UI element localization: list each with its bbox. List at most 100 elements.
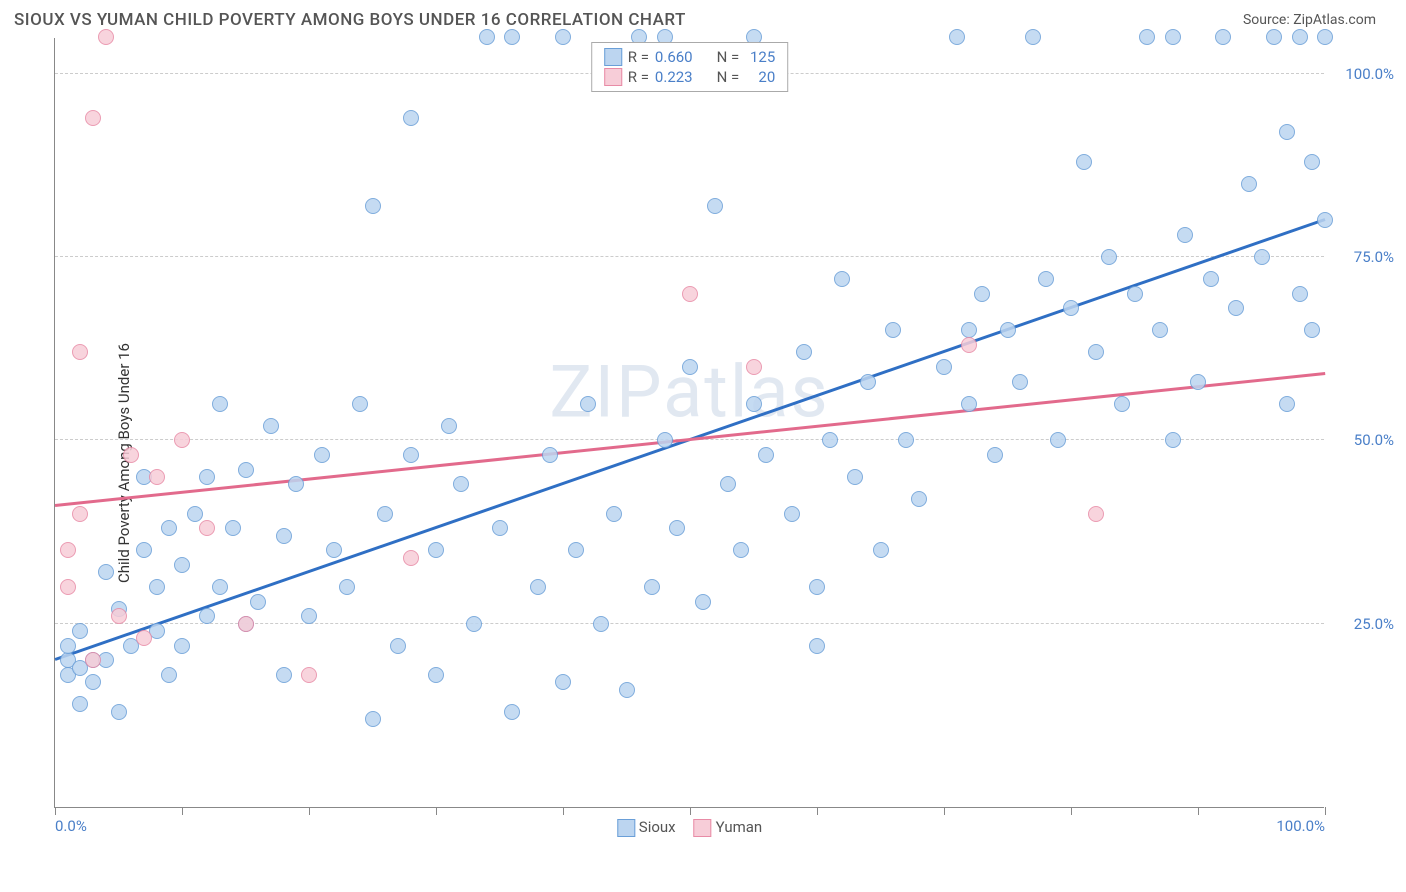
data-point-sioux <box>504 29 520 45</box>
chart-header: SIOUX VS YUMAN CHILD POVERTY AMONG BOYS … <box>0 0 1406 38</box>
data-point-sioux <box>60 638 76 654</box>
legend-row: R =0.660N =125 <box>604 47 776 67</box>
data-point-sioux <box>1215 29 1231 45</box>
data-point-sioux <box>428 667 444 683</box>
data-point-sioux <box>746 396 762 412</box>
data-point-sioux <box>898 432 914 448</box>
legend-n-label: N = <box>717 68 740 86</box>
data-point-sioux <box>453 476 469 492</box>
data-point-sioux <box>987 447 1003 463</box>
data-point-sioux <box>1025 29 1041 45</box>
data-point-sioux <box>288 476 304 492</box>
data-point-sioux <box>809 638 825 654</box>
data-point-yuman <box>961 337 977 353</box>
series-legend: SiouxYuman <box>617 818 762 837</box>
data-point-sioux <box>492 520 508 536</box>
data-point-sioux <box>238 462 254 478</box>
data-point-sioux <box>326 542 342 558</box>
data-point-sioux <box>961 322 977 338</box>
data-point-sioux <box>466 616 482 632</box>
data-point-sioux <box>479 29 495 45</box>
series-legend-item: Sioux <box>617 818 676 837</box>
data-point-sioux <box>822 432 838 448</box>
data-point-sioux <box>860 374 876 390</box>
data-point-sioux <box>1165 29 1181 45</box>
legend-swatch <box>604 68 622 86</box>
data-point-sioux <box>212 396 228 412</box>
data-point-sioux <box>1076 154 1092 170</box>
data-point-sioux <box>1279 124 1295 140</box>
data-point-sioux <box>85 674 101 690</box>
y-tick-label: 75.0% <box>1332 248 1394 266</box>
data-point-sioux <box>1228 300 1244 316</box>
data-point-sioux <box>365 711 381 727</box>
data-point-yuman <box>682 286 698 302</box>
data-point-sioux <box>212 579 228 595</box>
data-point-yuman <box>72 344 88 360</box>
legend-n-value: 125 <box>745 48 775 66</box>
source-label: Source: <box>1243 12 1290 28</box>
data-point-sioux <box>682 359 698 375</box>
legend-swatch <box>617 819 635 837</box>
x-tick <box>309 807 310 815</box>
data-point-sioux <box>1279 396 1295 412</box>
source-link[interactable]: ZipAtlas.com <box>1293 12 1376 28</box>
data-point-sioux <box>669 520 685 536</box>
data-point-sioux <box>403 447 419 463</box>
data-point-sioux <box>1088 344 1104 360</box>
data-point-sioux <box>1012 374 1028 390</box>
data-point-sioux <box>1304 154 1320 170</box>
data-point-sioux <box>1292 286 1308 302</box>
data-point-sioux <box>619 682 635 698</box>
data-point-sioux <box>809 579 825 595</box>
data-point-sioux <box>301 608 317 624</box>
x-tick <box>1071 807 1072 815</box>
data-point-sioux <box>1101 249 1117 265</box>
data-point-sioux <box>1254 249 1270 265</box>
data-point-yuman <box>60 542 76 558</box>
y-tick-label: 50.0% <box>1332 431 1394 449</box>
x-tick <box>690 807 691 815</box>
data-point-yuman <box>301 667 317 683</box>
data-point-sioux <box>225 520 241 536</box>
x-tick <box>1198 807 1199 815</box>
data-point-sioux <box>873 542 889 558</box>
data-point-sioux <box>428 542 444 558</box>
x-tick-label: 0.0% <box>55 817 87 835</box>
data-point-sioux <box>796 344 812 360</box>
data-point-sioux <box>352 396 368 412</box>
data-point-sioux <box>72 696 88 712</box>
data-point-sioux <box>758 447 774 463</box>
data-point-yuman <box>149 469 165 485</box>
data-point-sioux <box>1241 176 1257 192</box>
x-tick <box>182 807 183 815</box>
data-point-sioux <box>199 469 215 485</box>
data-point-sioux <box>657 432 673 448</box>
data-point-sioux <box>1304 322 1320 338</box>
data-point-sioux <box>1152 322 1168 338</box>
data-point-sioux <box>504 704 520 720</box>
data-point-sioux <box>530 579 546 595</box>
data-point-yuman <box>136 630 152 646</box>
scatter-plot: ZIPatlas R =0.660N =125R =0.223N =20 Sio… <box>54 38 1324 808</box>
x-tick <box>563 807 564 815</box>
source-credit: Source: ZipAtlas.com <box>1243 12 1376 28</box>
chart-container: Child Poverty Among Boys Under 16 ZIPatl… <box>0 38 1406 888</box>
data-point-sioux <box>720 476 736 492</box>
data-point-sioux <box>707 198 723 214</box>
data-point-sioux <box>377 506 393 522</box>
x-tick <box>817 807 818 815</box>
data-point-yuman <box>174 432 190 448</box>
x-tick <box>944 807 945 815</box>
legend-swatch <box>694 819 712 837</box>
data-point-yuman <box>403 550 419 566</box>
data-point-sioux <box>161 520 177 536</box>
data-point-sioux <box>1317 212 1333 228</box>
y-tick-label: 25.0% <box>1332 615 1394 633</box>
data-point-sioux <box>593 616 609 632</box>
data-point-sioux <box>390 638 406 654</box>
data-point-sioux <box>314 447 330 463</box>
y-tick-label: 100.0% <box>1332 65 1394 83</box>
data-point-sioux <box>1063 300 1079 316</box>
data-point-sioux <box>187 506 203 522</box>
